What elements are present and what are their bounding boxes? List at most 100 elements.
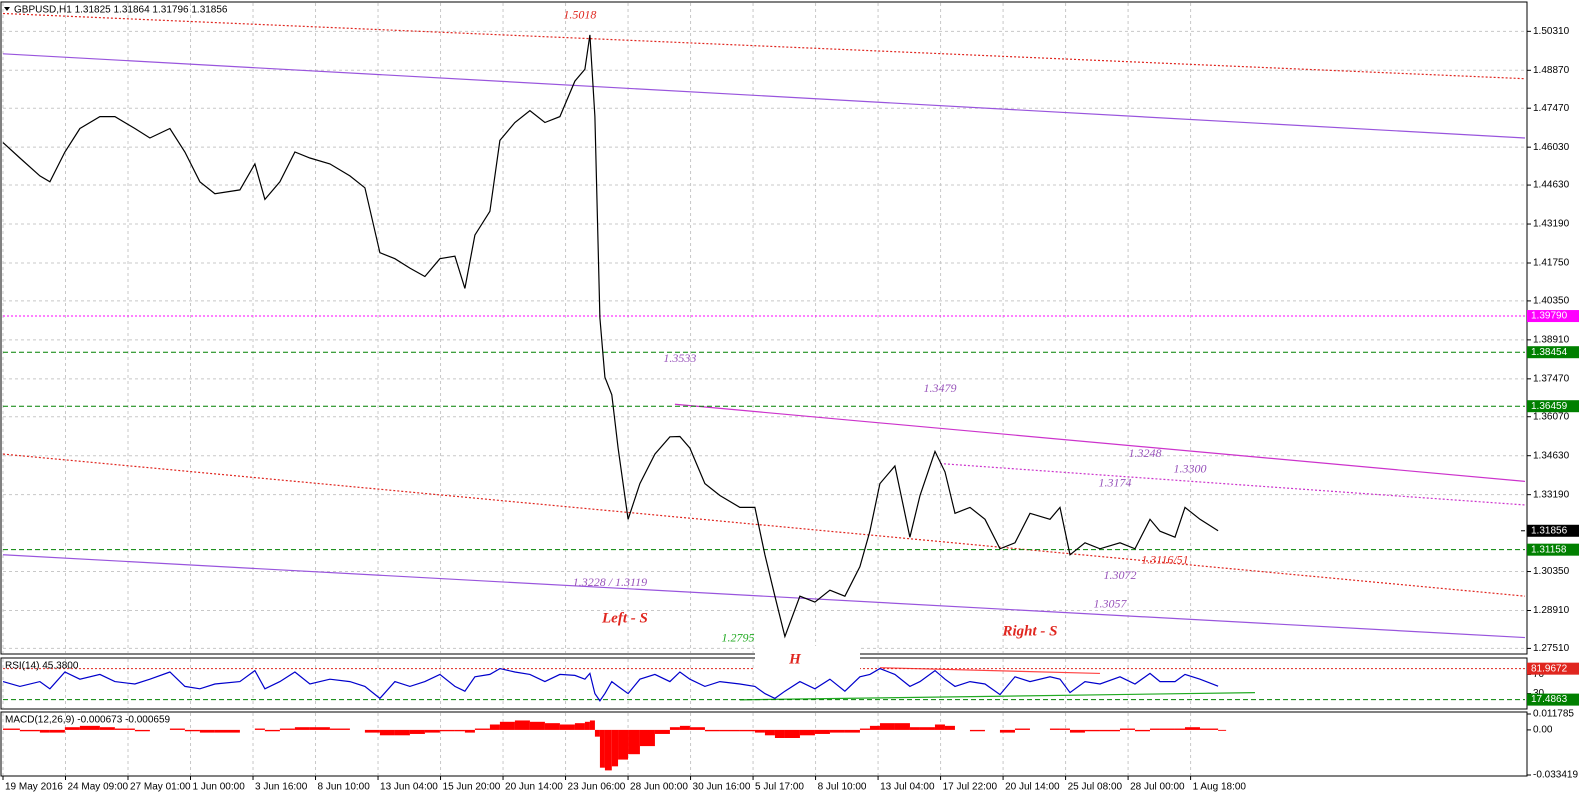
macd-bar — [574, 723, 585, 730]
macd-bar — [784, 729, 800, 738]
level-label: 1.31158 — [1531, 544, 1567, 555]
trendline — [939, 462, 1526, 506]
x-tick-label: 27 May 01:00 — [130, 782, 191, 793]
macd-bar — [639, 729, 655, 747]
macd-bar — [1159, 728, 1175, 730]
macd-bar — [594, 729, 600, 737]
y-tick-label: 1.41750 — [1533, 258, 1570, 269]
panel-title: GBPUSD,H1 1.31825 1.31864 1.31796 1.3185… — [14, 5, 228, 16]
annotation: 1.2795 — [722, 631, 755, 645]
x-tick-label: 17 Jul 22:00 — [943, 782, 998, 793]
macd-bar — [514, 720, 530, 730]
macd-bar — [604, 729, 612, 771]
x-tick-label: 28 Jun 00:00 — [630, 782, 688, 793]
trendline — [2, 53, 1526, 139]
trendline — [739, 692, 1255, 701]
macd-bar — [814, 729, 830, 734]
macd-bar — [764, 729, 775, 736]
macd-bar — [474, 728, 490, 730]
rsi-line — [2, 667, 1219, 702]
level-label: 81.9672 — [1531, 663, 1568, 674]
x-tick-label: 19 May 2016 — [5, 782, 63, 793]
x-tick-label: 30 Jun 16:00 — [693, 782, 751, 793]
macd-bar — [99, 727, 115, 730]
macd-bar — [704, 729, 720, 732]
annotation: 1.3479 — [923, 381, 956, 395]
x-tick-label: 24 May 09:00 — [68, 782, 129, 793]
macd-bar — [618, 729, 629, 760]
macd-bar — [584, 721, 590, 730]
y-tick-label: 1.48870 — [1533, 65, 1570, 76]
macd-bar — [628, 729, 640, 755]
macd-bar — [3, 728, 20, 730]
macd-bar — [1134, 729, 1150, 732]
trendline — [2, 453, 1526, 597]
macd-bar — [739, 729, 755, 732]
panel-frame — [0, 711, 1528, 777]
level-label: 1.31856 — [1531, 525, 1568, 536]
y-tick-label: 1.28910 — [1533, 605, 1570, 616]
macd-bar — [589, 720, 595, 730]
macd-bar — [424, 729, 440, 733]
y-tick-label: 0.00 — [1533, 725, 1553, 736]
macd-bar — [199, 729, 215, 733]
x-tick-label: 8 Jul 10:00 — [818, 782, 867, 793]
macd-bar — [1014, 728, 1030, 730]
level-label-box — [1527, 693, 1579, 706]
x-tick-label: 28 Jul 00:00 — [1130, 782, 1185, 793]
macd-bar — [1199, 728, 1219, 730]
macd-bar — [859, 728, 870, 730]
level-label: 1.39790 — [1531, 311, 1568, 322]
macd-bar — [379, 729, 395, 736]
macd-bar — [49, 729, 65, 733]
y-tick-label: 0.011785 — [1533, 709, 1574, 720]
macd-bar — [394, 729, 410, 736]
macd-bar — [464, 729, 475, 733]
macd-bar — [309, 727, 330, 730]
macd-bar — [559, 724, 575, 730]
annotation: 1.3300 — [1173, 461, 1206, 475]
annotation: 1.3116/51 — [1141, 552, 1188, 566]
label-backdrop — [755, 646, 860, 676]
macd-bar — [454, 729, 465, 732]
annotation: Left - S — [601, 610, 648, 626]
macd-bar — [754, 729, 765, 733]
macd-bar — [1099, 729, 1120, 732]
macd-bar — [254, 728, 265, 730]
x-tick-label: 23 Jun 06:00 — [568, 782, 626, 793]
macd-bar — [1084, 729, 1100, 732]
macd-bar — [409, 729, 425, 734]
macd-bar — [39, 729, 50, 733]
macd-bar — [1174, 728, 1185, 730]
macd-bar — [19, 729, 40, 732]
macd-bar — [919, 727, 935, 730]
level-label: 17.4863 — [1531, 694, 1568, 705]
annotation: 1.3072 — [1103, 568, 1136, 582]
macd-bar — [869, 725, 880, 730]
y-tick-label: 1.38910 — [1533, 335, 1570, 346]
macd-bar — [934, 724, 945, 730]
trendline — [2, 554, 1526, 639]
level-label: 1.38454 — [1531, 347, 1568, 358]
annotation: 1.3533 — [663, 351, 696, 365]
y-tick-label: 1.27510 — [1533, 643, 1570, 654]
macd-bar — [544, 723, 560, 730]
y-tick-label: 1.43190 — [1533, 219, 1570, 230]
macd-bar — [879, 723, 895, 730]
y-tick-label: 1.40350 — [1533, 296, 1570, 307]
panel-title: RSI(14) 45.3800 — [5, 661, 79, 672]
x-tick-label: 1 Aug 18:00 — [1193, 782, 1247, 793]
macd-bar — [1059, 728, 1070, 730]
y-tick-label: 1.33190 — [1533, 489, 1570, 500]
macd-bar — [774, 729, 785, 738]
macd-bar — [799, 729, 815, 736]
macd-bar — [844, 729, 860, 733]
level-label-box — [1527, 310, 1579, 323]
y-tick-label: 1.34630 — [1533, 450, 1570, 461]
y-tick-label: -0.033419 — [1533, 770, 1578, 781]
macd-bar — [489, 724, 500, 730]
macd-bar — [1184, 727, 1200, 730]
annotation: 1.3248 — [1128, 446, 1161, 460]
level-label-box — [1527, 543, 1579, 556]
